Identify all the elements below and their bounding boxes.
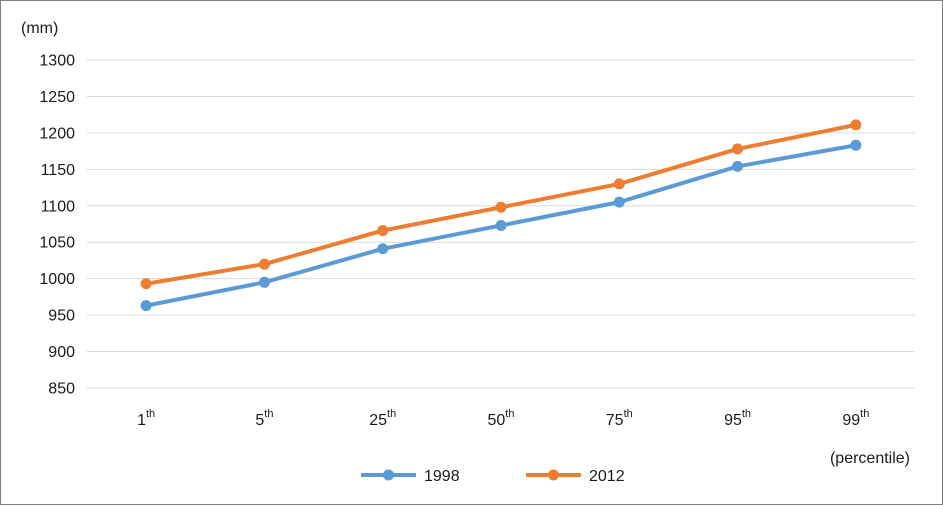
legend-item: 2012 [526,468,625,485]
y-tick-label: 1000 [39,271,75,288]
data-point [613,196,625,208]
y-axis-tick-labels: 850 900 950 1000 1050 1100 1150 1200 1250 1300 [39,53,75,398]
y-tick-label: 900 [48,344,75,361]
legend-item: 1998 [361,468,460,485]
legend: 1998 2012 [361,468,625,485]
x-tick-number: 1 [137,412,146,429]
x-tick-label: 75th [606,408,633,429]
x-tick-suffix: th [146,408,155,420]
data-point [850,139,862,151]
x-tick-suffix: th [860,408,869,420]
legend-label: 2012 [589,468,625,485]
y-axis-label: (mm) [21,20,58,37]
data-point [140,278,152,290]
data-point [850,119,862,131]
y-tick-label: 1100 [41,198,76,215]
y-tick-label: 1250 [39,89,75,106]
y-tick-label: 850 [48,381,75,398]
x-tick-suffix: th [624,408,633,420]
x-axis-tick-labels: 1th 5th 25th 50th 75th 95th 99th [137,408,869,429]
y-tick-label: 1200 [39,125,75,142]
y-tick-label: 1050 [39,235,75,252]
x-tick-label: 1th [137,408,155,429]
x-tick-label: 95th [724,408,751,429]
x-tick-number: 75 [606,412,624,429]
legend-label: 1998 [424,468,460,485]
x-tick-number: 99 [842,412,860,429]
data-point [258,276,270,288]
series-1998 [140,139,862,312]
legend-marker [548,469,559,481]
y-tick-label: 1150 [41,162,76,179]
data-point [140,300,152,312]
data-point [732,143,744,155]
x-tick-number: 25 [369,412,387,429]
series-2012 [140,119,862,290]
x-tick-suffix: th [505,408,514,420]
series-group [140,119,862,312]
y-tick-label: 1300 [39,53,75,70]
data-point [495,201,507,213]
x-tick-number: 5 [255,412,264,429]
data-point [258,258,270,270]
data-point [613,178,625,190]
legend-marker [383,469,394,481]
data-point [377,225,389,237]
x-axis-label: (percentile) [830,450,910,467]
x-tick-suffix: th [742,408,751,420]
x-tick-label: 50th [488,408,515,429]
x-tick-label: 99th [842,408,869,429]
x-tick-label: 5th [255,408,273,429]
x-tick-number: 95 [724,412,742,429]
data-point [732,160,744,172]
x-tick-suffix: th [264,408,273,420]
data-point [495,219,507,231]
x-tick-number: 50 [488,412,506,429]
y-tick-label: 950 [48,308,75,325]
x-tick-label: 25th [369,408,396,429]
data-point [377,243,389,255]
x-tick-suffix: th [387,408,396,420]
